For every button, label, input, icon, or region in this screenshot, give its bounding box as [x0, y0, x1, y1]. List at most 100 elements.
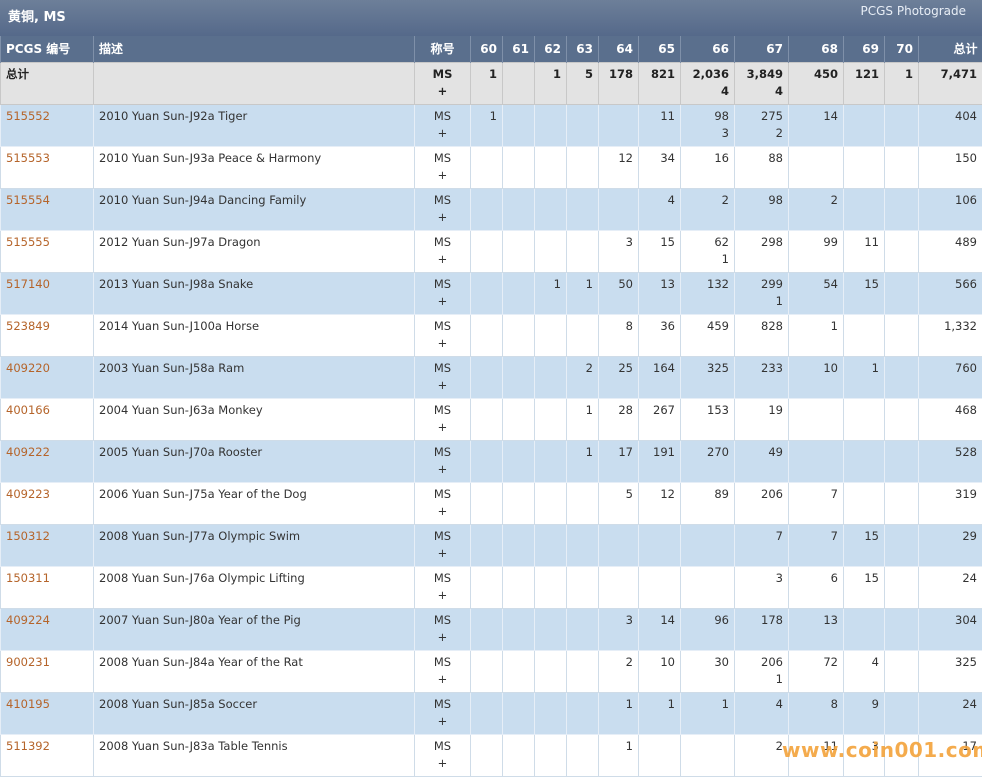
pcgs-number-link[interactable]: 150311	[6, 570, 50, 585]
cell-line: 2	[775, 738, 783, 753]
cell-line: 3	[775, 570, 783, 585]
designation-cell: MS +	[414, 103, 471, 147]
pcgs-number-link[interactable]: 409223	[6, 486, 50, 501]
total-cell: 468	[918, 397, 982, 441]
grade-cell	[788, 145, 844, 189]
cell-line: +	[437, 503, 448, 518]
grade-cell: 11	[788, 733, 844, 777]
pcgs-number-link[interactable]: 517140	[6, 276, 50, 291]
total-cell: 528	[918, 439, 982, 483]
pcgs-number-link[interactable]: 515552	[6, 108, 50, 123]
grade-cell: 7	[788, 523, 844, 567]
pcgs-number-link[interactable]: 409222	[6, 444, 50, 459]
grade-cell: 17	[598, 439, 639, 483]
pcgs-number-link[interactable]: 409220	[6, 360, 50, 375]
cell-line: 2,036	[692, 66, 729, 81]
pcgs-number-link[interactable]: 515554	[6, 192, 50, 207]
cell-line: +	[437, 587, 448, 602]
designation-cell: MS +	[414, 271, 471, 315]
grade-cell	[470, 229, 503, 273]
pcgs-number-link[interactable]: 150312	[6, 528, 50, 543]
cell-line: MS	[433, 234, 452, 249]
cell-line: 821	[650, 66, 675, 81]
total-cell: 17	[918, 733, 982, 777]
cell-line: MS	[432, 66, 453, 81]
pcgs-number-link[interactable]: 515555	[6, 234, 50, 249]
pcgs-number-cell: 517140	[0, 271, 94, 315]
cell-line: 3	[625, 234, 633, 249]
grade-cell: 13	[638, 271, 681, 315]
cell-line: +	[437, 167, 448, 182]
grade-cell	[884, 523, 919, 567]
grade-cell: 3	[598, 607, 639, 651]
grade-cell	[638, 565, 681, 609]
cell-line: +	[437, 335, 448, 350]
designation-cell: MS +	[414, 565, 471, 609]
grade-cell	[884, 103, 919, 147]
pcgs-number-link[interactable]: 511392	[6, 738, 50, 753]
grade-cell: 8	[788, 691, 844, 735]
cell-line: +	[437, 293, 448, 308]
pcgs-number-link[interactable]: 410195	[6, 696, 50, 711]
pcgs-number-link[interactable]: 900231	[6, 654, 50, 669]
grade-cell	[470, 481, 503, 525]
cell-line: 3	[721, 125, 729, 140]
cell-line: 30	[714, 654, 729, 669]
data-row: 515552 2010 Yuan Sun-J92a Tiger MS +1 11 98 3 2…	[0, 103, 982, 147]
cell-line: 4	[775, 696, 783, 711]
grade-cell: 164	[638, 355, 681, 399]
grade-cell	[502, 397, 535, 441]
pcgs-number-cell: 409224	[0, 607, 94, 651]
total-cell: 404	[918, 103, 982, 147]
grade-cell	[598, 187, 639, 231]
cell-line: 72	[823, 654, 838, 669]
header-title: 黄铜, MS	[8, 10, 66, 25]
cell-line: +	[437, 83, 448, 98]
grade-cell	[566, 649, 599, 693]
grade-cell	[843, 397, 885, 441]
grade-cell	[470, 733, 503, 777]
data-row: 410195 2008 Yuan Sun-J85a Soccer MS +1 1 1 4 8 9…	[0, 691, 982, 735]
cell-line: 178	[608, 66, 633, 81]
cell-line: 11	[864, 234, 879, 249]
grade-cell	[680, 733, 735, 777]
grade-cell	[788, 439, 844, 483]
column-header: 66	[680, 36, 735, 62]
cell-line: 12	[618, 150, 633, 165]
designation-cell: MS +	[414, 523, 471, 567]
grade-cell	[884, 313, 919, 357]
grade-cell	[470, 187, 503, 231]
pcgs-number-link[interactable]: 515553	[6, 150, 50, 165]
grade-cell	[470, 439, 503, 483]
cell-line: 10	[660, 654, 675, 669]
grade-cell: 3	[734, 565, 789, 609]
grade-cell	[598, 565, 639, 609]
data-row: 409222 2005 Yuan Sun-J70a Rooster MS +1 17 19…	[0, 439, 982, 483]
grade-cell	[534, 649, 567, 693]
grade-cell: 1	[566, 397, 599, 441]
grade-cell	[502, 313, 535, 357]
grade-cell	[470, 313, 503, 357]
cell-line: 1	[625, 738, 633, 753]
grade-cell	[534, 691, 567, 735]
cell-line: 459	[707, 318, 729, 333]
pcgs-number-link[interactable]: 523849	[6, 318, 50, 333]
photograde-link[interactable]: PCGS Photograde	[860, 4, 966, 18]
pcgs-number-link[interactable]: 400166	[6, 402, 50, 417]
cell-line: 270	[707, 444, 729, 459]
cell-line: 3	[625, 612, 633, 627]
cell-line: 9	[871, 696, 879, 711]
designation-cell: MS +	[414, 313, 471, 357]
designation-cell: MS +	[414, 481, 471, 525]
grade-cell	[566, 481, 599, 525]
grade-cell: 49	[734, 439, 789, 483]
grade-cell: 206	[734, 481, 789, 525]
grade-cell: 15	[638, 229, 681, 273]
cell-line: MS	[433, 654, 452, 669]
cell-line: 15	[864, 276, 879, 291]
grade-cell: 34	[638, 145, 681, 189]
cell-line: 2	[775, 125, 783, 140]
pcgs-number-link[interactable]: 409224	[6, 612, 50, 627]
grade-cell: 2,036 4	[680, 61, 735, 105]
column-header: 60	[470, 36, 503, 62]
